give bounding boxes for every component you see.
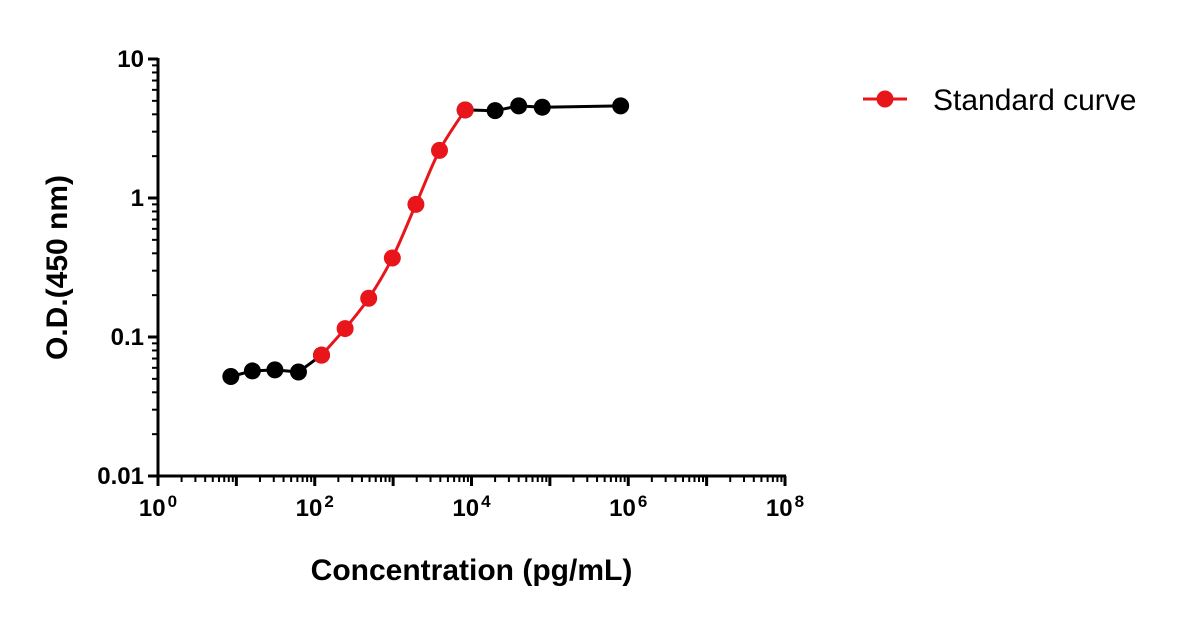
legend-marker-standard-curve	[876, 90, 894, 108]
series-points	[222, 97, 630, 385]
x-axis-title: Concentration (pg/mL)	[311, 554, 633, 587]
y-axis-title: O.D.(450 nm)	[41, 175, 74, 360]
x-tick-label: 10 4	[452, 492, 491, 522]
y-tick-label: 10	[117, 46, 144, 73]
data-point-black	[612, 97, 630, 115]
data-point-standard-curve	[336, 320, 354, 338]
data-point-standard-curve	[431, 141, 449, 159]
data-point-standard-curve	[313, 346, 331, 364]
x-tick-label: 10 6	[609, 492, 647, 522]
axes	[156, 58, 786, 478]
data-point-standard-curve	[360, 289, 378, 307]
data-point-black	[243, 362, 261, 380]
y-tick-label: 1	[131, 185, 144, 212]
data-point-standard-curve	[456, 101, 474, 119]
data-point-black	[266, 361, 284, 379]
x-tick-label: 10 2	[296, 492, 334, 522]
x-ticks: 10 0 10 2 10 4 10 6 10 8	[139, 476, 804, 522]
y-ticks: 0.01 0.1 1 10	[97, 46, 158, 490]
data-point-black	[222, 367, 240, 385]
series-lines	[230, 104, 621, 378]
x-tick-label: 10 8	[766, 492, 804, 522]
data-point-standard-curve	[383, 249, 401, 267]
x-tick-label: 10 0	[139, 492, 177, 522]
data-point-black	[510, 97, 528, 115]
data-point-standard-curve	[407, 195, 425, 213]
data-point-black	[533, 98, 551, 116]
data-point-black	[486, 102, 504, 120]
legend: Standard curve	[863, 84, 1136, 117]
legend-label-standard-curve: Standard curve	[933, 84, 1136, 117]
data-point-black	[289, 363, 307, 381]
y-tick-label: 0.01	[97, 463, 144, 490]
y-tick-label: 0.1	[111, 324, 144, 351]
